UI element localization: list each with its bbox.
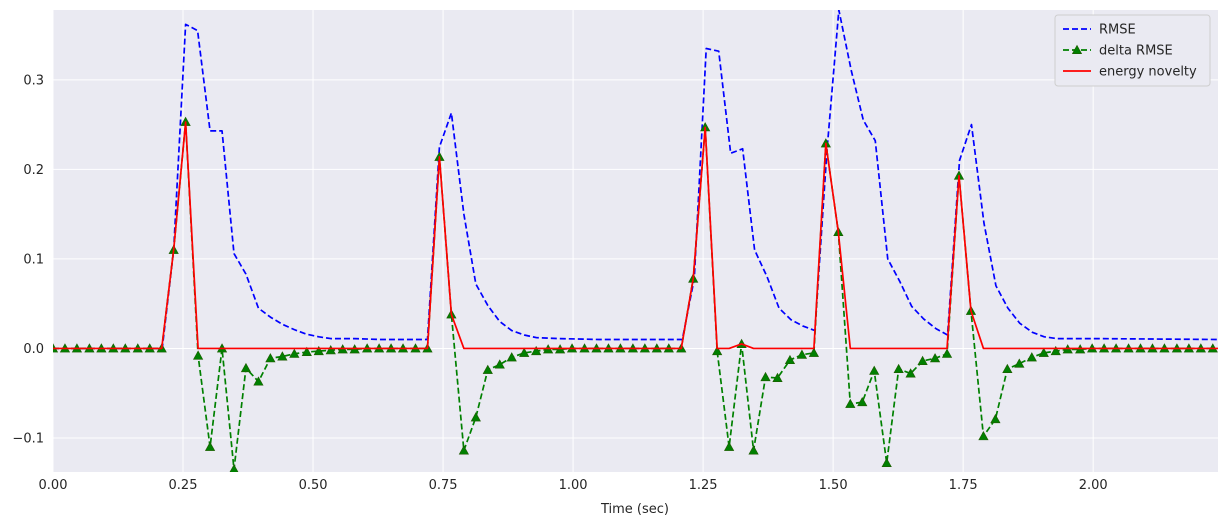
x-tick-label: 1.75 <box>949 478 978 493</box>
plot-background <box>53 10 1218 472</box>
data-point-marker <box>1026 352 1037 362</box>
data-point-marker <box>1038 347 1049 357</box>
data-point-marker <box>724 441 735 451</box>
data-point-marker <box>458 445 469 455</box>
data-point-marker <box>748 445 759 455</box>
x-axis-label: Time (sec) <box>600 502 669 517</box>
data-point-marker <box>1002 363 1013 374</box>
legend-label: RMSE <box>1099 23 1136 38</box>
legend-label: delta RMSE <box>1099 44 1173 59</box>
data-point-marker <box>857 396 868 407</box>
x-tick-label: 1.50 <box>819 478 848 493</box>
y-tick-label: 0.2 <box>23 163 44 178</box>
data-point-marker <box>845 398 856 408</box>
data-point-marker <box>905 368 916 378</box>
series-line-energy-novelty <box>53 121 1218 350</box>
data-point-marker <box>277 351 288 361</box>
data-point-marker <box>1014 358 1025 368</box>
data-point-marker <box>240 362 252 373</box>
data-point-marker <box>990 413 1001 424</box>
x-tick-label: 0.75 <box>429 478 458 493</box>
data-point-marker <box>494 359 505 369</box>
legend-label: energy novelty <box>1099 65 1197 80</box>
data-point-marker <box>289 348 300 358</box>
y-tick-label: 0.0 <box>23 342 44 357</box>
legend-box <box>1054 14 1211 87</box>
x-tick-label: 0.50 <box>299 478 328 493</box>
data-point-marker <box>712 345 723 356</box>
data-point-marker <box>869 365 880 375</box>
y-tick-label: −0.1 <box>12 431 44 446</box>
data-point-marker <box>519 347 530 357</box>
data-point-marker <box>204 441 216 451</box>
data-point-marker <box>531 345 542 356</box>
data-point-marker <box>192 350 204 360</box>
x-tick-label: 0.00 <box>39 478 68 493</box>
legend: RMSE delta RMSE energy novelty <box>1054 14 1211 87</box>
series-layer <box>53 10 1218 472</box>
x-tick-label: 2.00 <box>1079 478 1108 493</box>
data-point-marker <box>265 353 276 363</box>
y-tick-label: 0.3 <box>23 73 44 88</box>
x-tick-label: 0.25 <box>169 478 198 493</box>
tick-labels: 0.00 0.25 0.50 0.75 1.00 1.25 1.50 1.75 2.00 −0.1… <box>12 73 1107 493</box>
data-point-marker <box>325 345 336 355</box>
data-point-marker <box>470 412 481 422</box>
x-tick-label: 1.00 <box>559 478 588 493</box>
data-point-marker <box>941 348 953 358</box>
data-point-marker <box>760 371 771 382</box>
data-point-marker <box>784 354 796 365</box>
data-point-marker <box>301 346 312 357</box>
data-point-marker <box>893 363 904 374</box>
data-point-marker <box>229 464 239 472</box>
data-point-marker <box>482 364 493 374</box>
data-point-marker <box>808 347 820 357</box>
data-point-marker <box>796 349 808 359</box>
data-point-marker <box>917 355 928 365</box>
data-point-marker <box>506 352 517 362</box>
data-point-marker <box>1050 345 1061 356</box>
legend-marker <box>1071 44 1083 54</box>
y-tick-label: 0.1 <box>23 252 44 267</box>
data-point-marker <box>772 372 783 382</box>
x-tick-label: 1.25 <box>689 478 718 493</box>
data-point-marker <box>929 353 941 363</box>
data-point-marker <box>881 457 892 468</box>
data-point-marker <box>978 430 989 441</box>
data-point-marker <box>253 376 264 386</box>
data-point-marker <box>313 345 324 356</box>
